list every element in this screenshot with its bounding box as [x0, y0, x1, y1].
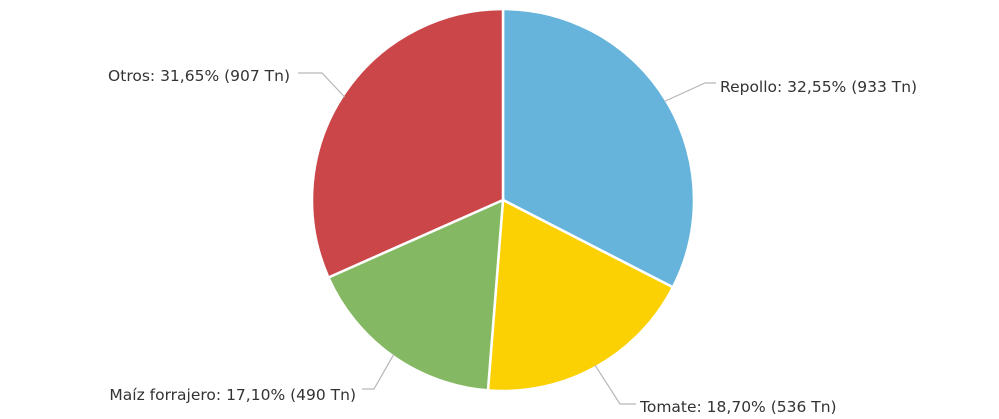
pie-slices	[310, 7, 696, 393]
slice-label-otros: Otros: 31,65% (907 Tn)	[108, 67, 290, 85]
slice-label-tomate: Tomate: 18,70% (536 Tn)	[639, 398, 837, 416]
slice-tomate-leader-line	[594, 364, 636, 405]
slice-maiz-forrajero-leader-line	[362, 354, 395, 390]
leader-lines	[298, 72, 716, 405]
slice-label-maiz-forrajero: Maíz forrajero: 17,10% (490 Tn)	[109, 386, 356, 404]
slice-otros-leader-line	[298, 72, 346, 98]
slice-label-repollo: Repollo: 32,55% (933 Tn)	[720, 78, 917, 96]
slice-labels: Repollo: 32,55% (933 Tn) Tomate: 18,70% …	[108, 67, 917, 416]
slice-repollo-leader-line	[664, 82, 716, 103]
